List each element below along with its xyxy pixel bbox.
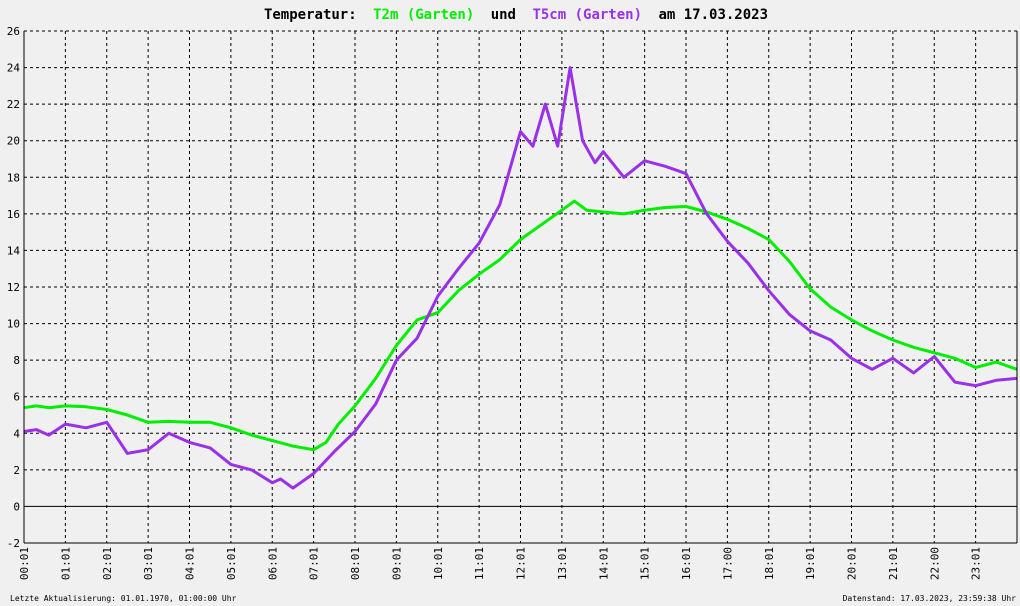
y-tick-label: 22	[7, 98, 20, 111]
y-tick-label: 2	[13, 464, 20, 477]
title-prefix: Temperatur:	[264, 7, 357, 23]
y-tick-label: 26	[7, 25, 20, 38]
y-tick-label: 20	[7, 135, 20, 148]
x-tick-label: 02:01	[101, 547, 114, 580]
x-tick-label: 04:01	[184, 547, 197, 580]
x-axis-tick-labels: 00:01 01:01 02:01 03:01 04:01 05:01 06:01 07:01…	[18, 547, 983, 580]
x-tick-label: 11:01	[473, 547, 486, 580]
footer-data-status: Datenstand: 17.03.2023, 23:59:38 Uhr	[843, 594, 1017, 603]
y-tick-label: 14	[7, 244, 21, 257]
title-series-t2m: T2m (Garten)	[373, 7, 474, 23]
y-tick-label: 16	[7, 208, 20, 221]
x-tick-label: 03:01	[142, 547, 155, 580]
x-tick-label: 07:01	[308, 547, 321, 580]
x-tick-label: 22:00	[928, 547, 941, 580]
x-tick-label: 08:01	[349, 547, 362, 580]
x-tick-label: 14:01	[597, 547, 610, 580]
y-tick-label: -2	[7, 537, 20, 550]
y-tick-label: 24	[7, 62, 21, 75]
chart-title: Temperatur: T2m (Garten) und T5cm (Garte…	[264, 7, 768, 23]
x-tick-label: 12:01	[515, 547, 528, 580]
x-tick-label: 21:01	[887, 547, 900, 580]
title-series-t5cm: T5cm (Garten)	[532, 7, 642, 23]
title-connector: und	[491, 7, 516, 23]
x-tick-label: 16:01	[680, 547, 693, 580]
series-lines	[23, 66, 1018, 490]
title-date: am 17.03.2023	[658, 7, 768, 23]
series-line-t5cm	[23, 66, 1018, 490]
x-tick-label: 23:01	[970, 547, 983, 580]
axes	[23, 31, 1018, 544]
x-tick-label: 15:01	[639, 547, 652, 580]
x-tick-label: 00:01	[18, 547, 31, 580]
x-tick-label: 19:01	[804, 547, 817, 580]
x-tick-label: 05:01	[225, 547, 238, 580]
x-tick-label: 01:01	[59, 547, 72, 580]
x-tick-label: 20:01	[846, 547, 859, 580]
x-tick-label: 10:01	[432, 547, 445, 580]
y-tick-label: 10	[7, 318, 20, 331]
series-line-t2m	[23, 199, 1018, 452]
y-tick-label: 12	[7, 281, 20, 294]
x-tick-label: 17:00	[721, 547, 734, 580]
y-tick-label: 8	[13, 354, 20, 367]
y-tick-label: 6	[13, 391, 20, 404]
x-tick-label: 09:01	[390, 547, 403, 580]
x-tick-label: 13:01	[556, 547, 569, 580]
y-tick-label: 0	[13, 500, 20, 513]
grid	[24, 30, 1017, 544]
footer-last-update: Letzte Aktualisierung: 01.01.1970, 01:00…	[10, 594, 237, 603]
x-tick-label: 06:01	[266, 547, 279, 580]
x-tick-label: 18:01	[763, 547, 776, 580]
y-tick-label: 4	[13, 427, 20, 440]
y-tick-label: 18	[7, 171, 20, 184]
